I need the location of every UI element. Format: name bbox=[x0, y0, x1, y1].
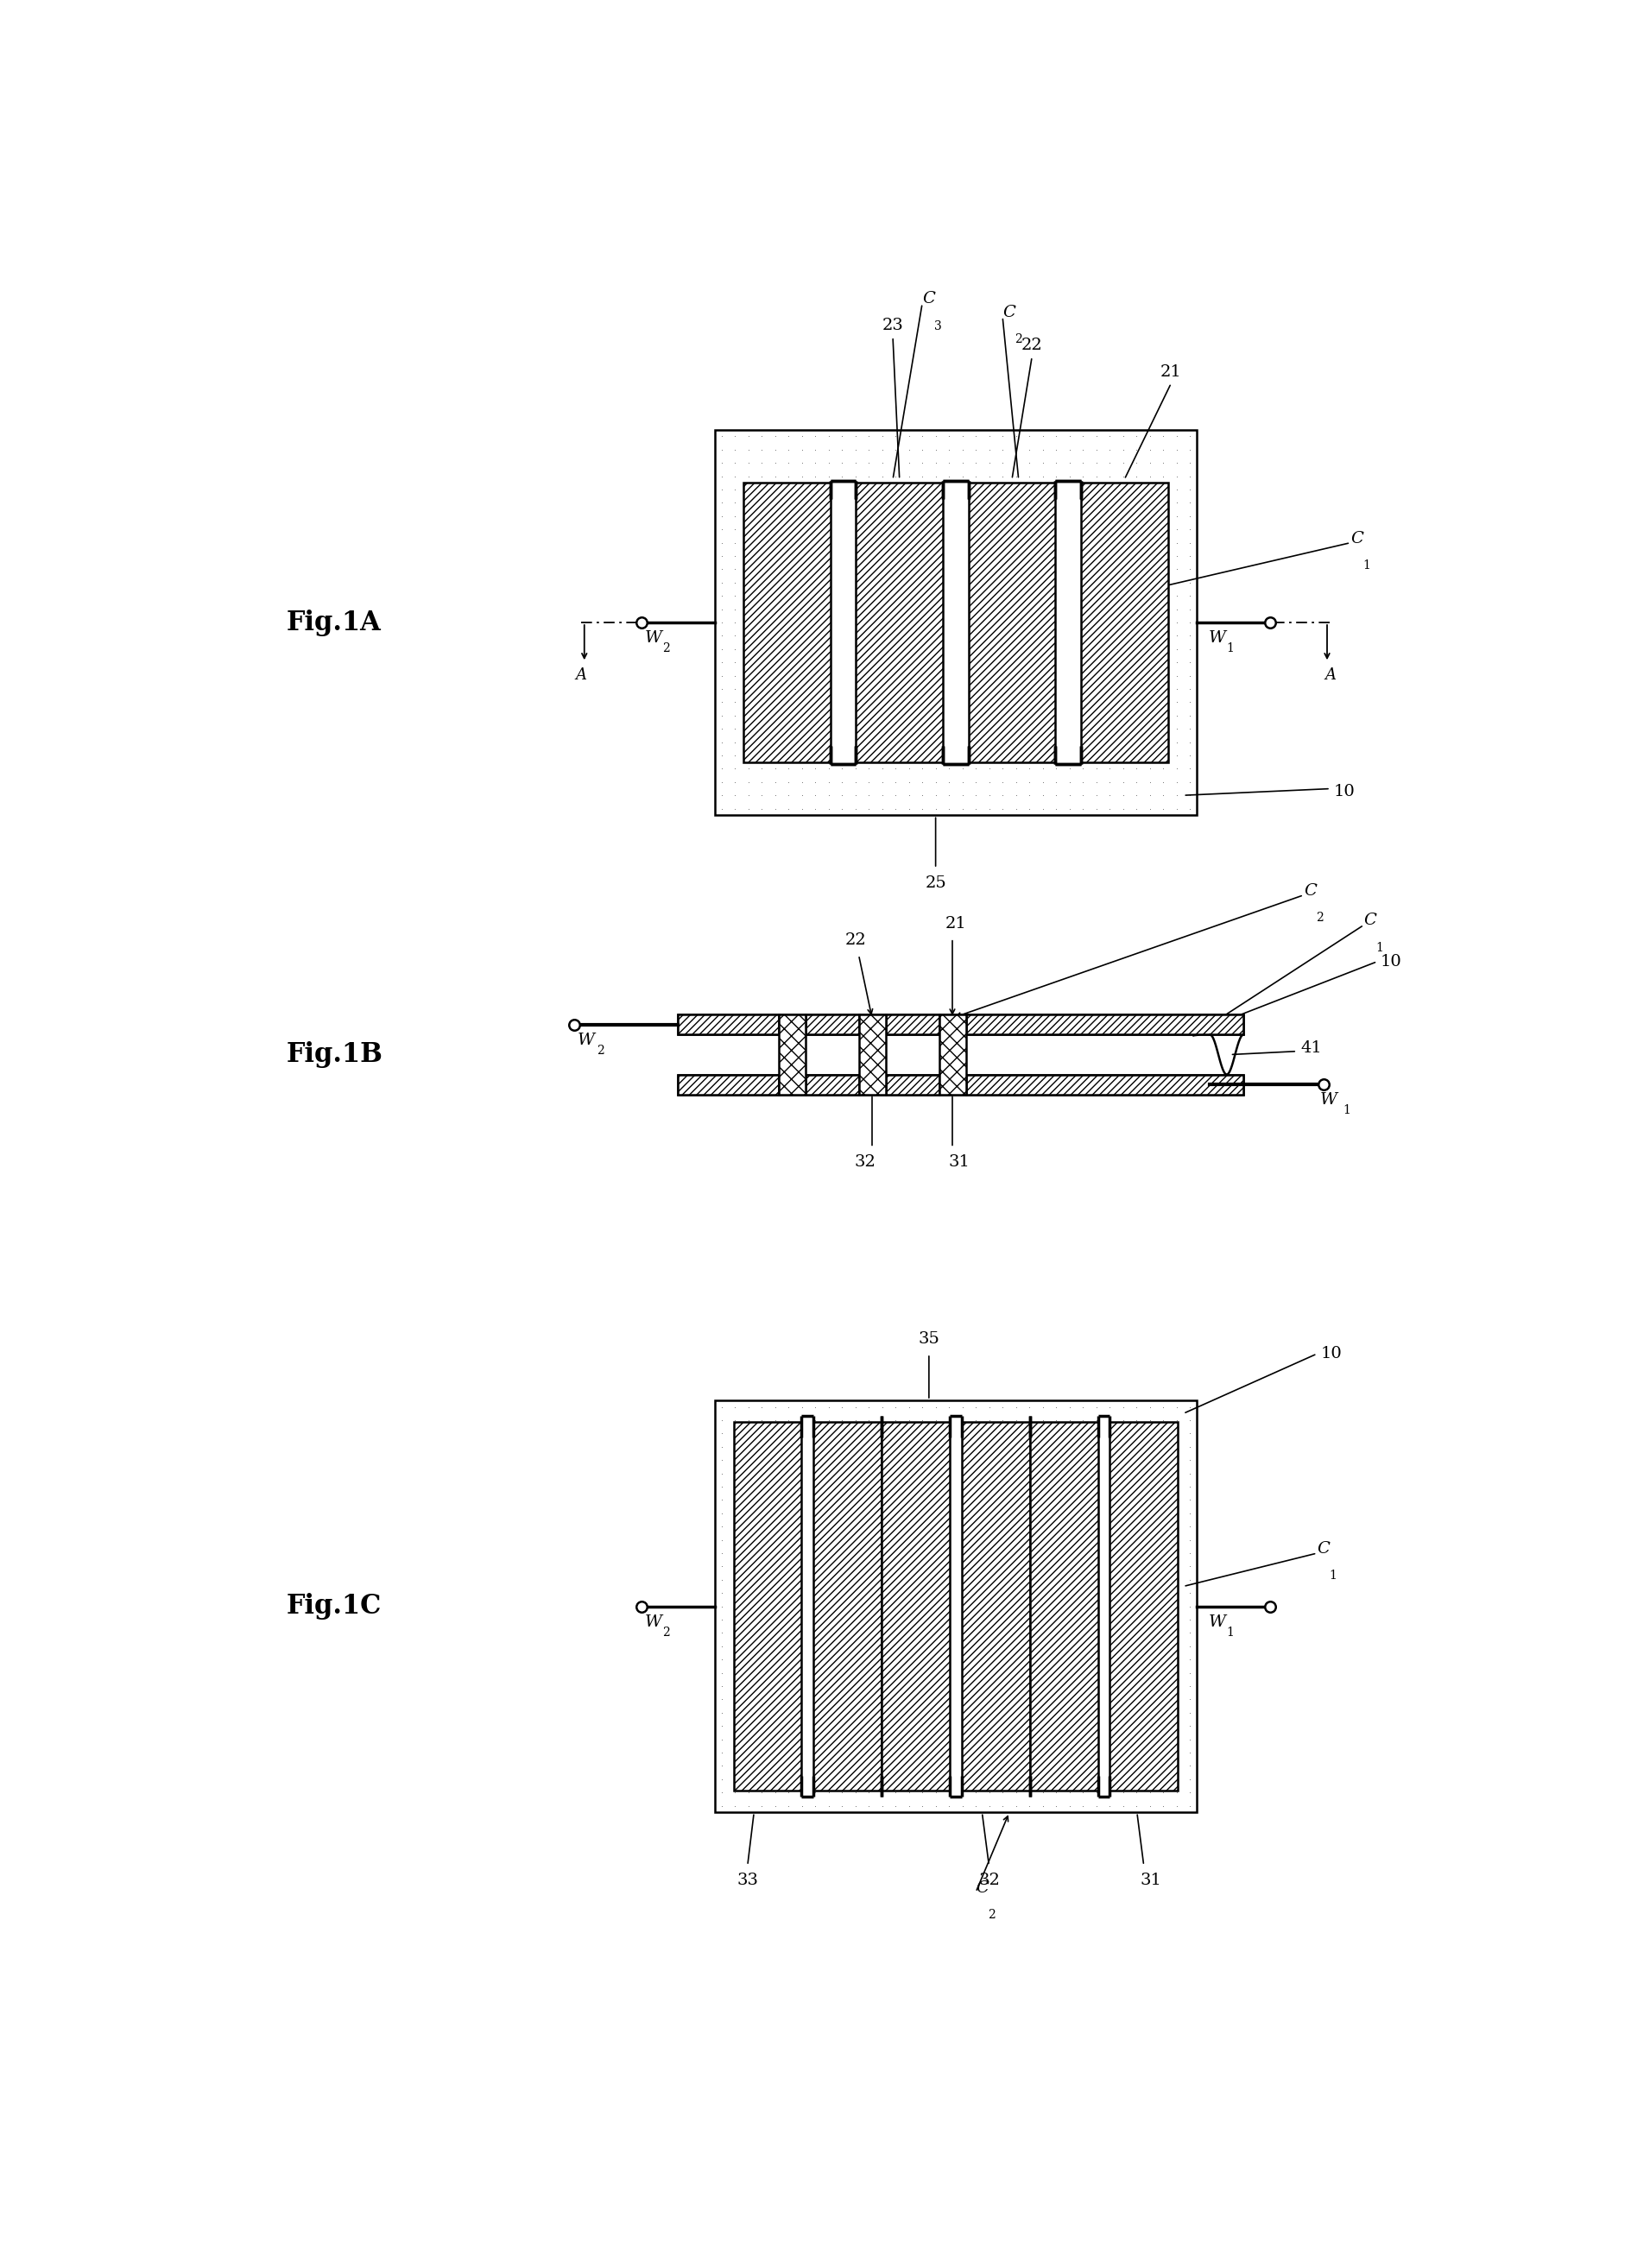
Text: 3: 3 bbox=[934, 320, 942, 331]
Text: 2: 2 bbox=[1015, 333, 1023, 345]
Bar bbox=[1097, 1422, 1110, 1789]
Bar bbox=[678, 1014, 1244, 1034]
Bar bbox=[678, 1034, 1244, 1075]
Text: 1: 1 bbox=[1343, 1105, 1351, 1116]
Text: Fig.1C: Fig.1C bbox=[287, 1592, 381, 1619]
Bar bbox=[881, 1422, 950, 1789]
Bar bbox=[779, 1014, 805, 1095]
Text: Fig.1A: Fig.1A bbox=[287, 610, 381, 635]
Bar bbox=[714, 1399, 1196, 1812]
Bar bbox=[962, 1422, 1030, 1789]
Text: 1: 1 bbox=[1226, 642, 1234, 655]
Bar bbox=[805, 1075, 858, 1095]
Text: W: W bbox=[1320, 1093, 1337, 1109]
Bar bbox=[805, 1014, 858, 1034]
Bar bbox=[1056, 483, 1081, 762]
Text: 31: 31 bbox=[1140, 1873, 1162, 1887]
Text: 2: 2 bbox=[663, 642, 670, 655]
Text: 22: 22 bbox=[1021, 338, 1043, 354]
Text: 10: 10 bbox=[1333, 785, 1355, 801]
Bar bbox=[678, 1075, 779, 1095]
Bar bbox=[830, 483, 856, 762]
Text: 22: 22 bbox=[845, 932, 866, 948]
Bar bbox=[856, 483, 944, 762]
Bar bbox=[734, 1422, 802, 1789]
Text: 2: 2 bbox=[663, 1626, 670, 1637]
Text: 21: 21 bbox=[945, 916, 967, 932]
Bar bbox=[1110, 1422, 1178, 1789]
Text: W: W bbox=[645, 1615, 662, 1631]
Text: 25: 25 bbox=[926, 875, 947, 891]
Text: 35: 35 bbox=[917, 1331, 939, 1347]
Bar bbox=[678, 1075, 1244, 1095]
Text: 21: 21 bbox=[1160, 365, 1181, 379]
Bar bbox=[965, 1014, 1244, 1034]
Text: 10: 10 bbox=[1320, 1345, 1341, 1361]
Text: 31: 31 bbox=[949, 1154, 970, 1170]
Text: C: C bbox=[922, 290, 936, 306]
Text: 32: 32 bbox=[978, 1873, 1000, 1887]
Bar bbox=[886, 1075, 939, 1095]
Text: C: C bbox=[1365, 914, 1376, 928]
Bar bbox=[802, 1422, 813, 1789]
Text: C: C bbox=[1304, 882, 1317, 898]
Text: 10: 10 bbox=[1381, 955, 1402, 968]
Bar bbox=[944, 483, 969, 762]
Text: 2: 2 bbox=[988, 1910, 995, 1921]
Text: 1: 1 bbox=[1376, 941, 1384, 955]
Text: 1: 1 bbox=[1330, 1569, 1336, 1583]
Text: Fig.1B: Fig.1B bbox=[287, 1041, 383, 1068]
Text: W: W bbox=[577, 1032, 596, 1048]
Text: W: W bbox=[645, 631, 662, 646]
Text: A: A bbox=[1325, 667, 1336, 683]
Bar bbox=[965, 1075, 1244, 1095]
Bar bbox=[950, 1422, 962, 1789]
Bar bbox=[858, 1014, 886, 1095]
Bar bbox=[1081, 483, 1168, 762]
Bar bbox=[744, 483, 830, 762]
Text: 23: 23 bbox=[883, 318, 904, 333]
Text: C: C bbox=[1003, 304, 1015, 320]
Text: C: C bbox=[1317, 1540, 1330, 1556]
Text: 1: 1 bbox=[1226, 1626, 1234, 1637]
Text: W: W bbox=[1209, 631, 1226, 646]
Text: 2: 2 bbox=[597, 1046, 604, 1057]
Text: A: A bbox=[576, 667, 587, 683]
Bar bbox=[813, 1422, 881, 1789]
Text: C: C bbox=[975, 1880, 988, 1896]
Bar bbox=[969, 483, 1056, 762]
Text: 41: 41 bbox=[1300, 1041, 1322, 1055]
Bar bbox=[678, 1014, 779, 1034]
Text: 33: 33 bbox=[738, 1873, 759, 1887]
Text: W: W bbox=[1209, 1615, 1226, 1631]
Text: 32: 32 bbox=[855, 1154, 876, 1170]
Text: C: C bbox=[1350, 531, 1363, 547]
Bar bbox=[714, 429, 1196, 814]
Bar bbox=[939, 1014, 965, 1095]
Bar bbox=[1030, 1422, 1097, 1789]
Text: 1: 1 bbox=[1363, 560, 1371, 572]
Text: 2: 2 bbox=[1315, 912, 1323, 923]
Bar bbox=[886, 1014, 939, 1034]
